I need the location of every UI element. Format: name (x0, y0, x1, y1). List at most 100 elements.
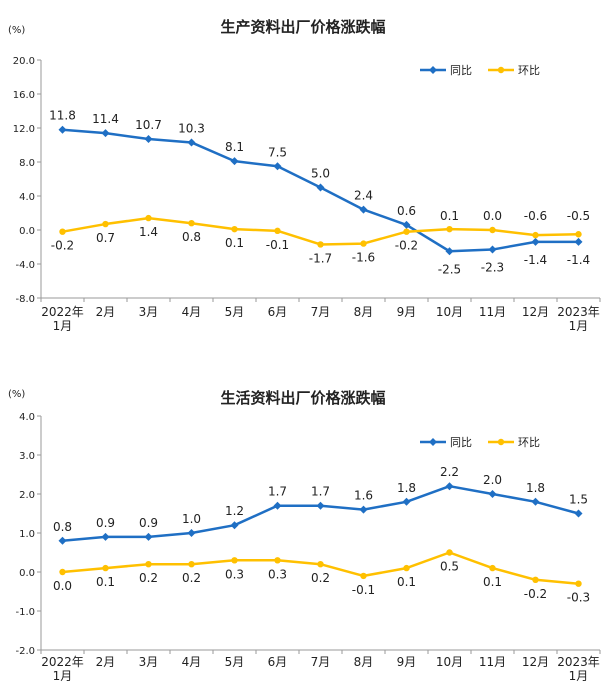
data-label-bottom: -0.1 (266, 238, 289, 252)
data-point-yoy (187, 138, 196, 147)
data-point-yoy (187, 529, 196, 537)
y-tick-label: 20.0 (13, 56, 35, 67)
x-tick-label: 5月 (225, 305, 245, 319)
data-label-bottom: -2.3 (481, 261, 504, 275)
data-label-top: 0.1 (440, 209, 459, 223)
x-tick-label: 2023年 1月 (557, 305, 600, 333)
data-label-top: 1.0 (182, 512, 201, 526)
x-tick-label: 4月 (182, 305, 202, 319)
data-label-top: 1.8 (526, 481, 545, 495)
data-point-yoy (230, 157, 239, 166)
data-label-top: 2.4 (354, 189, 373, 203)
data-label-bottom: -1.6 (352, 251, 375, 265)
data-point-yoy (58, 125, 67, 134)
y-tick-label: 4.0 (19, 412, 35, 423)
x-tick-label: 7月 (311, 655, 331, 669)
data-point-mom (145, 561, 152, 568)
chart-title: 生活资料出厂价格涨跌幅 (220, 389, 385, 407)
y-tick-label: -4.0 (15, 260, 35, 271)
data-label-top: -0.6 (524, 209, 547, 223)
data-label-bottom: -2.5 (438, 262, 461, 276)
data-label-bottom: -1.7 (309, 251, 332, 265)
data-label-top: 1.7 (268, 485, 287, 499)
data-label-top: 1.6 (354, 489, 373, 503)
x-tick-label: 2月 (96, 305, 116, 319)
data-point-yoy (316, 183, 325, 192)
data-point-mom (489, 226, 496, 234)
data-point-yoy (144, 532, 153, 541)
data-point-yoy (402, 220, 411, 229)
data-label-bottom: 0.5 (440, 560, 459, 574)
data-label-top: 10.7 (135, 118, 162, 132)
x-tick-label: 11月 (479, 655, 506, 669)
data-label-top: 11.4 (92, 112, 119, 126)
y-tick-label: 1.0 (19, 529, 35, 540)
data-label-top: 2.2 (440, 465, 459, 479)
data-point-mom (360, 572, 367, 580)
data-label-bottom: 0.1 (225, 236, 244, 250)
data-point-mom (403, 228, 410, 235)
data-label-top: 11.8 (49, 109, 76, 123)
data-label-bottom: 0.3 (268, 567, 287, 581)
data-point-mom (102, 564, 109, 572)
data-label-top: 5.0 (311, 167, 330, 181)
data-point-mom (317, 561, 324, 568)
data-point-yoy (316, 501, 325, 510)
data-label-bottom: 0.1 (397, 575, 416, 589)
x-tick-label: 12月 (522, 655, 549, 669)
y-unit-label: (%) (8, 389, 25, 400)
y-tick-label: -1.0 (15, 607, 35, 618)
x-tick-label: 2022年 1月 (41, 305, 84, 333)
x-tick-label: 9月 (397, 305, 417, 319)
data-label-top: 2.0 (483, 473, 502, 487)
data-point-mom (145, 214, 152, 222)
y-tick-label: 2.0 (19, 490, 35, 501)
data-point-mom (446, 549, 453, 556)
data-label-bottom: 0.7 (96, 231, 115, 245)
data-point-mom (575, 580, 582, 587)
legend-label: 同比 (450, 64, 472, 77)
data-point-yoy (531, 237, 540, 246)
x-tick-label: 10月 (436, 655, 463, 669)
data-point-mom (231, 225, 238, 233)
data-label-top: 0.6 (397, 204, 416, 218)
data-point-mom (532, 231, 539, 239)
data-label-bottom: 0.2 (311, 571, 330, 585)
y-tick-label: 4.0 (19, 192, 35, 203)
data-label-top: 0.0 (483, 209, 502, 223)
data-point-yoy (445, 247, 454, 256)
legend-marker-mom (497, 438, 505, 446)
y-unit-label: (%) (8, 25, 25, 36)
data-label-top: 1.5 (569, 493, 588, 507)
y-tick-label: 0.0 (19, 226, 35, 237)
legend-marker-yoy (429, 438, 437, 446)
x-tick-label: 12月 (522, 305, 549, 319)
x-tick-label: 6月 (268, 305, 288, 319)
data-point-mom (274, 557, 281, 564)
data-point-yoy (359, 505, 368, 514)
x-tick-label: 6月 (268, 655, 288, 669)
data-label-bottom: 1.4 (139, 225, 158, 239)
x-tick-label: 2月 (96, 655, 116, 669)
data-label-bottom: -1.4 (524, 253, 547, 267)
x-tick-label: 2023年 1月 (557, 655, 600, 683)
data-point-mom (231, 557, 238, 564)
x-tick-label: 3月 (139, 655, 159, 669)
data-label-top: 1.2 (225, 504, 244, 518)
data-point-yoy (402, 497, 411, 506)
data-label-bottom: 0.2 (182, 571, 201, 585)
data-point-yoy (574, 237, 583, 246)
data-label-top: 8.1 (225, 140, 244, 154)
y-tick-label: 12.0 (13, 124, 35, 135)
data-point-mom (575, 231, 582, 238)
legend-label: 环比 (518, 436, 540, 449)
data-label-top: 7.5 (268, 145, 287, 159)
data-label-bottom: 0.2 (139, 571, 158, 585)
data-point-yoy (273, 501, 282, 510)
x-tick-label: 11月 (479, 305, 506, 319)
data-label-top: 1.7 (311, 485, 330, 499)
data-label-bottom: -0.1 (352, 583, 375, 597)
data-label-bottom: -0.2 (51, 239, 74, 253)
y-tick-label: 3.0 (19, 451, 35, 462)
y-tick-label: 8.0 (19, 158, 35, 169)
